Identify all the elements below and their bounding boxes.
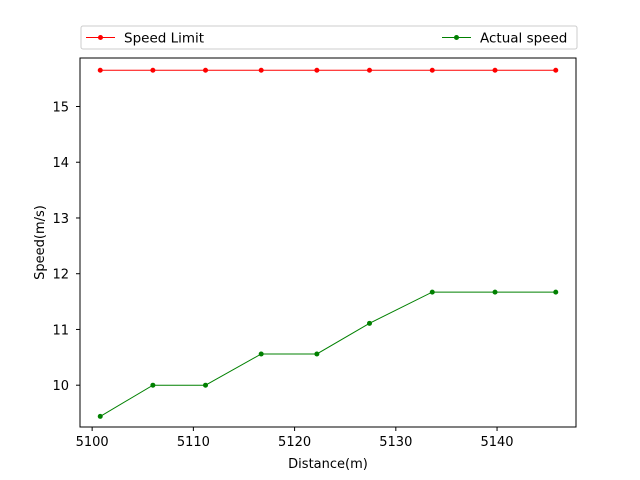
- y-axis-label: Speed(m/s): [33, 205, 48, 280]
- x-tick-label: 5110: [177, 435, 210, 450]
- data-point-actual-speed: [258, 351, 264, 357]
- data-point-speed-limit: [492, 67, 498, 73]
- x-axis-ticks: 5100 5110 5120 5130 5140: [76, 427, 514, 450]
- y-axis-ticks: 10 11 12 13 14 15: [52, 100, 80, 394]
- legend-label-actual-speed: Actual speed: [480, 31, 567, 47]
- data-point-actual-speed: [150, 382, 156, 388]
- data-point-actual-speed: [367, 320, 373, 326]
- y-tick-label: 13: [52, 212, 69, 227]
- legend-marker-actual-speed: [454, 35, 459, 40]
- data-point-actual-speed: [203, 382, 209, 388]
- data-point-speed-limit: [150, 67, 156, 73]
- legend-marker-speed-limit: [98, 35, 103, 40]
- y-tick-label: 15: [52, 100, 69, 115]
- legend: Speed Limit Actual speed: [80, 25, 578, 50]
- x-tick-label: 5100: [76, 435, 109, 450]
- y-tick-label: 12: [52, 268, 69, 283]
- legend-entry-speed-limit: Speed Limit: [86, 31, 204, 47]
- legend-frame: [80, 25, 578, 50]
- data-point-actual-speed: [429, 289, 435, 295]
- legend-entry-actual-speed: Actual speed: [442, 31, 567, 47]
- series-layer: [97, 67, 559, 419]
- data-point-speed-limit: [258, 67, 264, 73]
- data-point-speed-limit: [314, 67, 320, 73]
- data-point-actual-speed: [314, 351, 320, 357]
- y-tick-label: 14: [52, 156, 69, 171]
- data-point-actual-speed: [97, 413, 103, 419]
- x-tick-label: 5130: [379, 435, 412, 450]
- x-tick-label: 5120: [278, 435, 311, 450]
- data-point-speed-limit: [367, 67, 373, 73]
- data-point-speed-limit: [97, 67, 103, 73]
- y-tick-label: 10: [52, 379, 69, 394]
- data-point-speed-limit: [429, 67, 435, 73]
- data-point-speed-limit: [553, 67, 559, 73]
- x-axis-label: Distance(m): [288, 457, 368, 472]
- legend-label-speed-limit: Speed Limit: [124, 31, 204, 47]
- x-tick-label: 5140: [480, 435, 513, 450]
- y-tick-label: 11: [52, 323, 69, 338]
- plot-area-frame: [79, 57, 577, 428]
- data-point-actual-speed: [553, 289, 559, 295]
- data-point-speed-limit: [203, 67, 209, 73]
- data-point-actual-speed: [492, 289, 498, 295]
